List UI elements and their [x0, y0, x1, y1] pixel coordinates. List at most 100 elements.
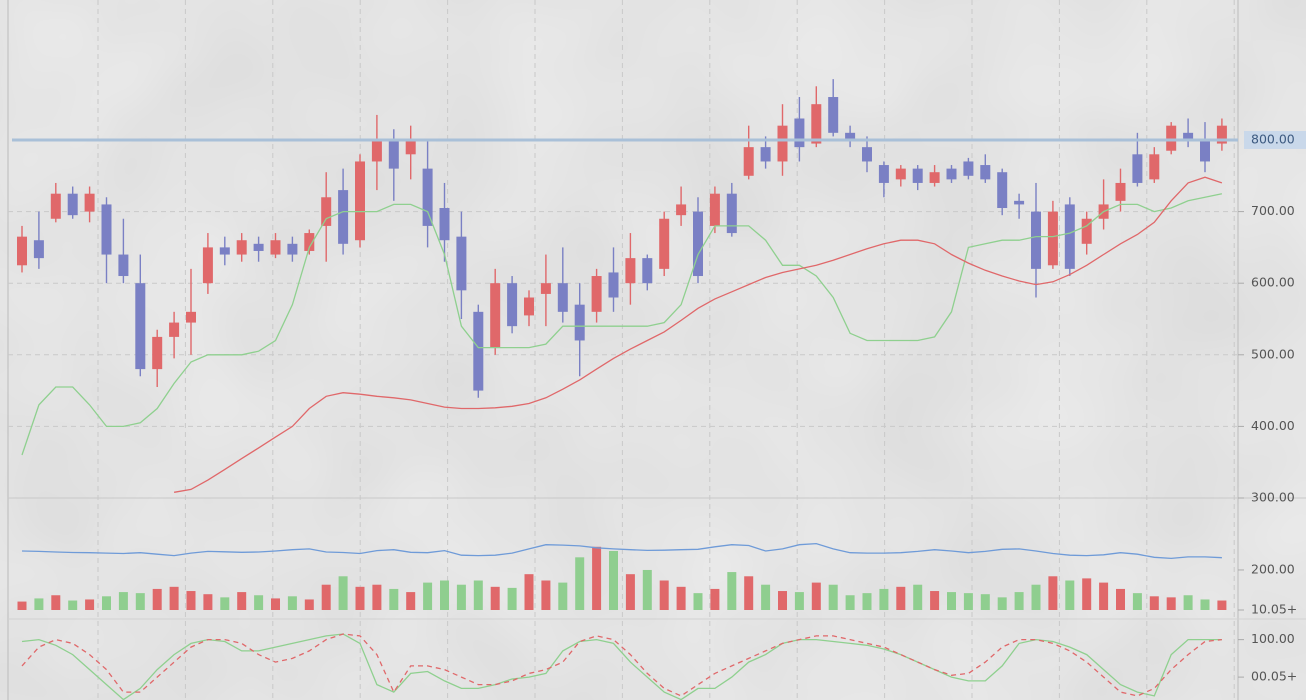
volume-bar [440, 580, 449, 610]
candle-body [507, 283, 518, 327]
volume-bar [625, 574, 635, 610]
volume-bar [118, 592, 128, 610]
candle-body [997, 172, 1008, 209]
volume-bar [102, 596, 111, 610]
volume-bar [1014, 592, 1024, 610]
volume-bar [676, 586, 686, 610]
volume-bar [1149, 596, 1159, 610]
volume-bar [659, 580, 669, 610]
candle-body [912, 168, 923, 183]
volume-bar [524, 574, 534, 610]
y-tick-label: 300.00 [1251, 490, 1295, 505]
volume-bar [338, 576, 348, 610]
candle-body [1115, 182, 1126, 201]
y-tick-label: 700.00 [1251, 203, 1295, 218]
candle-body [1183, 132, 1194, 140]
volume-bar [237, 592, 247, 610]
candle-body [625, 258, 636, 284]
candle-body [980, 165, 991, 180]
candle-body [1216, 125, 1227, 144]
candle-body [895, 168, 906, 180]
candle-body [287, 243, 298, 255]
volume-bar [1065, 580, 1075, 610]
candle-body [574, 304, 585, 341]
volume-bar [152, 588, 162, 610]
volume-bar [1217, 600, 1227, 610]
candle-body [946, 168, 957, 180]
volume-bar [17, 601, 27, 610]
volume-bar [1116, 588, 1125, 610]
candle-body [1200, 139, 1210, 162]
volume-bar [980, 594, 990, 610]
candle-body [422, 168, 433, 226]
candle-body [642, 258, 653, 284]
candle-body [405, 139, 416, 155]
candle-body [1132, 154, 1143, 183]
candle-body [1166, 125, 1177, 151]
volume-bar [186, 591, 196, 610]
volume-bar [794, 592, 804, 610]
candle-body [1014, 200, 1025, 205]
indicator-line [173, 176, 1223, 493]
volume-bar [220, 597, 230, 610]
volume-bar [51, 595, 61, 610]
volume-bar [862, 593, 872, 610]
y-tick-label: 00.05+ [1251, 669, 1297, 684]
candle-body [33, 240, 44, 259]
y-tick-label: 10.05+ [1251, 601, 1297, 616]
volume-bar [744, 576, 754, 610]
candle-body [17, 236, 27, 266]
volume-bar [1166, 597, 1176, 610]
volume-bar [321, 584, 331, 610]
y-tick-label: 500.00 [1251, 346, 1295, 361]
candle-body [1081, 218, 1092, 244]
candle-body [456, 236, 467, 291]
candle-body [1064, 204, 1075, 269]
candle-body [388, 139, 399, 169]
pane [8, 79, 1238, 498]
volume-bar [85, 599, 95, 610]
volume-bar [389, 588, 399, 610]
candle-body [304, 233, 315, 251]
volume-bar [761, 584, 771, 610]
volume-bar [1132, 593, 1142, 610]
indicator-line [21, 542, 1222, 560]
volume-bar [304, 599, 314, 610]
volume-bar [963, 593, 973, 610]
candle-body [169, 322, 180, 337]
candle-body [270, 240, 281, 255]
candle-body [50, 193, 61, 219]
candle-body [236, 240, 247, 255]
volume-bar [34, 598, 44, 610]
y-tick-label: 200.00 [1251, 561, 1295, 576]
indicator-line [21, 633, 1222, 697]
volume-bar [845, 595, 855, 610]
y-tick-label: 600.00 [1251, 275, 1295, 290]
volume-bar [287, 596, 297, 610]
candle-body [371, 139, 382, 162]
volume-bar [1031, 584, 1041, 610]
candle-body [202, 247, 213, 284]
volume-bar [811, 582, 821, 610]
indicator-line [21, 193, 1223, 456]
volume-bar [423, 582, 433, 610]
volume-bar [507, 587, 517, 610]
volume-bar [997, 597, 1007, 610]
volume-bar [1082, 578, 1092, 610]
volume-bar [896, 586, 906, 610]
candle-body [473, 311, 484, 391]
volume-bar [947, 592, 956, 610]
candle-body [760, 147, 771, 162]
candle-body [963, 161, 974, 176]
volume-bar [879, 588, 889, 610]
candle-body [557, 283, 568, 312]
candle-body [219, 247, 230, 255]
candle-body [878, 165, 889, 183]
y-tick-label: 400.00 [1251, 418, 1295, 433]
volume-bar [456, 584, 466, 610]
volume-bar [541, 580, 551, 610]
volume-bar [778, 591, 787, 610]
price-label-box [1244, 130, 1306, 149]
candle-body [743, 147, 754, 176]
pane [17, 542, 1227, 610]
